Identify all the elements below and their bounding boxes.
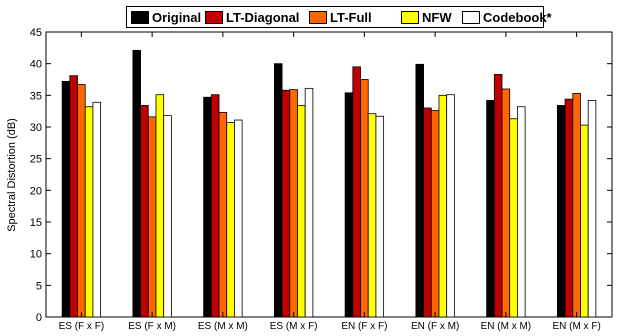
bar: [556, 105, 566, 318]
legend-swatch: [309, 11, 327, 24]
bar: [281, 89, 291, 318]
x-tick-label: EN (F x M): [411, 321, 459, 331]
x-tick-label: ES (F x F): [59, 321, 105, 331]
bar: [367, 113, 377, 318]
bar: [203, 96, 212, 318]
bar: [210, 94, 220, 318]
legend-swatch: [401, 11, 419, 24]
bar: [218, 112, 228, 318]
bar: [430, 110, 440, 318]
bar: [375, 115, 385, 318]
legend-item: LT-Diagonal: [205, 10, 299, 25]
y-tick-label: 30: [30, 122, 42, 134]
y-tick-label: 20: [30, 185, 42, 197]
y-tick-label: 5: [36, 280, 42, 292]
bar: [344, 92, 354, 318]
bar: [572, 93, 581, 318]
bar: [360, 79, 369, 318]
bar: [423, 107, 432, 318]
y-axis-label: Spectral Distortion (dB): [6, 118, 18, 232]
legend-item: Original: [131, 10, 201, 25]
bar: [61, 81, 71, 318]
legend-label: Original: [152, 10, 202, 25]
bar: [501, 88, 511, 318]
legend-swatch: [205, 11, 223, 24]
bar: [273, 63, 283, 318]
bar: [517, 106, 526, 318]
bar: [140, 105, 149, 318]
x-tick-label: ES (F x M): [128, 321, 176, 331]
bar: [289, 89, 298, 318]
y-tick-label: 45: [30, 27, 42, 39]
bar: [304, 87, 314, 318]
y-tick-label: 35: [30, 90, 42, 102]
bar: [509, 118, 518, 318]
bar: [493, 74, 503, 318]
legend-item: LT-Full: [309, 10, 372, 25]
chart-legend: Original LT-Diagonal LT-Full NFW Codebook*: [126, 6, 552, 28]
y-tick-label: 40: [30, 59, 42, 71]
y-tick-label: 25: [30, 154, 42, 166]
legend-item: Codebook*: [462, 10, 552, 25]
legend-label: LT-Full: [330, 10, 372, 25]
plot-frame: [45, 31, 613, 318]
x-tick-label: EN (M x F): [552, 321, 600, 331]
legend-label: LT-Diagonal: [226, 10, 300, 25]
bar: [297, 105, 306, 318]
bar: [446, 94, 455, 318]
y-tick-label: 0: [36, 312, 42, 324]
bar: [226, 122, 235, 318]
bar: [163, 115, 172, 318]
legend-item: NFW: [401, 10, 452, 25]
bar: [69, 75, 78, 318]
bar: [77, 84, 86, 318]
bar: [438, 94, 448, 318]
x-tick-label: EN (M x M): [481, 321, 532, 331]
bar: [352, 66, 361, 318]
bar: [486, 100, 495, 318]
y-tick-label: 15: [30, 217, 42, 229]
x-tick-label: ES (M x M): [198, 321, 248, 331]
y-tick-label: 10: [30, 249, 42, 261]
x-tick-label: ES (M x F): [270, 321, 318, 331]
bar: [147, 116, 157, 318]
x-tick-label: EN (F x F): [341, 321, 387, 331]
legend-swatch: [131, 11, 149, 24]
bar: [84, 106, 94, 318]
bar: [155, 94, 165, 318]
bar: [234, 119, 243, 318]
bar: [564, 98, 574, 318]
bar: [92, 101, 102, 318]
legend-swatch: [462, 11, 480, 24]
bar: [580, 124, 589, 318]
legend-label: NFW: [422, 10, 452, 25]
bar: [132, 49, 141, 318]
bar: [587, 100, 597, 318]
legend-label: Codebook*: [483, 10, 552, 25]
bar: [415, 63, 424, 318]
